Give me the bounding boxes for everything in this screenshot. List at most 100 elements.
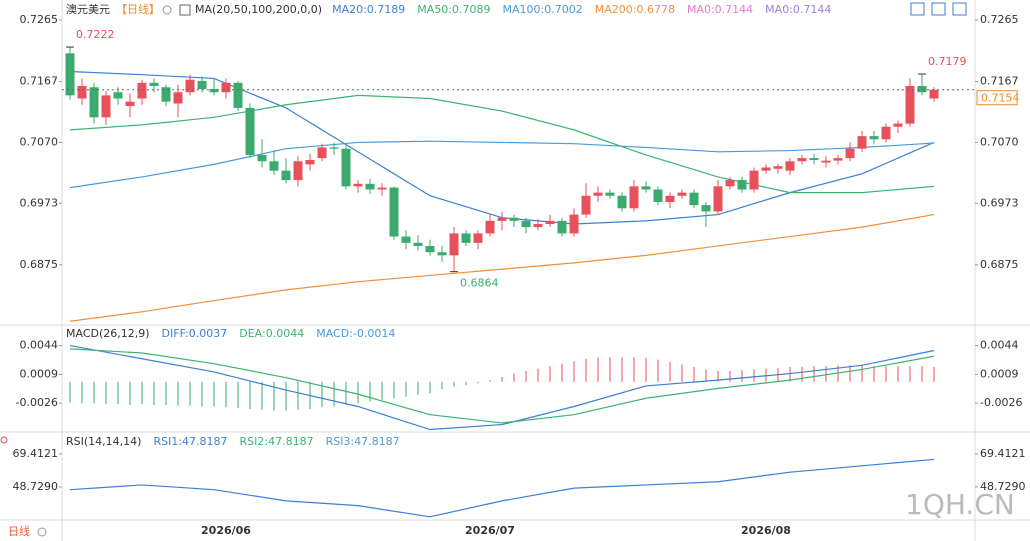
legend-item: RSI1:47.8187 (153, 435, 227, 448)
y-tick-label-left: 48.7290 (13, 480, 59, 493)
y-tick-label-left: 0.7265 (20, 13, 59, 26)
candle-body (533, 223, 543, 228)
candle-body (713, 186, 723, 212)
x-tick-label: 2026/08 (741, 524, 791, 537)
candle-body (617, 195, 627, 209)
y-tick-label-right: 0.7070 (980, 135, 1019, 148)
candle-body (269, 161, 279, 171)
candle-body (581, 195, 591, 215)
x-tick-label: 2026/06 (201, 524, 251, 537)
candle-body (473, 233, 483, 243)
period-icon[interactable] (37, 527, 47, 537)
candle-body (569, 214, 579, 234)
indicator-line (69, 94, 935, 194)
candle-body (185, 79, 195, 93)
candle-body (425, 245, 435, 253)
candle-body (401, 236, 411, 243)
candle-body (773, 166, 783, 169)
y-tick-label-left: -0.0026 (16, 396, 58, 409)
candle-body (725, 180, 735, 187)
candle-body (497, 217, 507, 221)
y-tick-label-right: 0.6875 (980, 258, 1019, 271)
candle-body (65, 53, 75, 96)
y-tick-label-right: 0.7167 (980, 75, 1019, 88)
candle-body (701, 205, 711, 212)
indicator-line (69, 348, 935, 424)
candle-body (809, 158, 819, 160)
legend-item: MA50:0.7089 (417, 3, 490, 16)
legend-item: DEA:0.0044 (239, 327, 304, 340)
indicator-line (69, 344, 935, 431)
candle-body (545, 220, 555, 224)
watermark: 1QH.CN (905, 488, 1015, 521)
candle-body (821, 160, 831, 163)
x-tick-label: 2026/07 (465, 524, 515, 537)
candle-body (629, 186, 639, 209)
checkbox-icon[interactable] (179, 4, 191, 16)
candle-body (113, 92, 123, 99)
candle-body (77, 85, 87, 99)
candle-body (149, 82, 159, 86)
legend-item: RSI(14,14,14) (66, 435, 141, 448)
candle-body (749, 170, 759, 190)
y-tick-label-right: 69.4121 (980, 447, 1026, 460)
candle-body (677, 192, 687, 196)
y-tick-label-left: 0.7070 (20, 135, 59, 148)
candle-body (89, 87, 99, 118)
candle-body (917, 85, 927, 93)
icon-zoom[interactable] (931, 2, 946, 16)
candle-body (485, 220, 495, 234)
candle-body (437, 252, 447, 256)
candle-body (341, 148, 351, 187)
indicator-line (69, 458, 935, 518)
candle-body (137, 82, 147, 99)
icon-full[interactable] (952, 2, 967, 16)
candle-body (785, 161, 795, 171)
rsi-icon[interactable] (0, 436, 8, 444)
legend-item: MACD:-0.0014 (316, 327, 395, 340)
icon-fit[interactable] (910, 2, 925, 16)
extreme-label: 0.6864 (460, 277, 499, 290)
y-tick-label-right: 0.0044 (980, 339, 1019, 352)
indicator: MA(20,50,100,200,0,0) (195, 3, 322, 16)
last-price-box (976, 90, 1018, 106)
extreme-label: 0.7179 (928, 55, 967, 68)
y-tick-label-left: 0.7167 (20, 75, 59, 88)
symbol: 澳元美元 (66, 3, 110, 16)
legend-item: MA20:0.7189 (332, 3, 405, 16)
indicator-line (69, 213, 935, 322)
y-tick-label-left: 0.6973 (20, 196, 59, 209)
y-tick-label-left: 0.0009 (20, 367, 59, 380)
candle-body (257, 154, 267, 162)
candle-body (413, 242, 423, 246)
candle-body (293, 161, 303, 181)
legend-item: MA0:0.7144 (687, 3, 753, 16)
candle-body (905, 85, 915, 124)
last-price-label: 0.7154 (981, 92, 1020, 105)
candle-body (449, 233, 459, 256)
indicator-line (69, 140, 935, 189)
candle-body (929, 89, 939, 99)
candle-body (881, 126, 891, 140)
legend-item: MA100:0.7002 (503, 3, 583, 16)
candle-body (281, 170, 291, 181)
candle-body (521, 220, 531, 228)
candle-body (857, 136, 867, 149)
y-tick-label-left: 69.4121 (13, 447, 59, 460)
candle-body (893, 123, 903, 127)
legend-item: RSI3:47.8187 (326, 435, 400, 448)
candle-body (125, 101, 135, 107)
candle-body (641, 186, 651, 190)
footer-period[interactable]: 日线 (8, 524, 30, 538)
legend-item: DIFF:0.0037 (162, 327, 228, 340)
y-tick-label-right: 48.7290 (980, 480, 1026, 493)
candle-body (209, 89, 219, 93)
candle-body (305, 159, 315, 165)
candle-body (845, 148, 855, 159)
candle-body (173, 92, 183, 104)
candle-body (833, 158, 843, 161)
legend-item: RSI2:47.8187 (240, 435, 314, 448)
add-icon[interactable] (162, 5, 172, 15)
toolbar-icons[interactable] (910, 2, 967, 16)
